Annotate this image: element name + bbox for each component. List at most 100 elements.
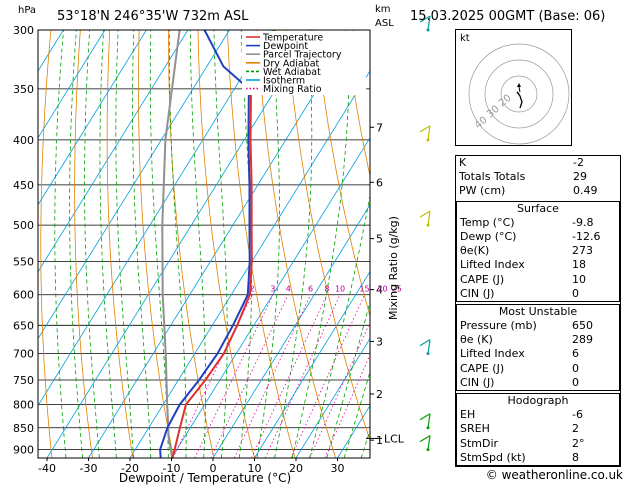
dry-adiabat-260 (106, 30, 134, 458)
hodograph-section: Hodograph EH -6 SREH 2 StmDir 2° StmSpd (kt… (456, 393, 620, 466)
x-axis-label: Dewpoint / Temperature (°C) (119, 471, 291, 485)
isotherm--10 (171, 137, 370, 458)
pressure-tick-label-550: 550 (13, 256, 34, 269)
km-tick-label-1: 1 (376, 434, 383, 447)
row-value: -6 (572, 408, 583, 422)
temperature-tick-label-0: 0 (210, 462, 217, 475)
table-row: θe (K) 289 (457, 333, 619, 347)
pressure-tick-label-800: 800 (13, 399, 34, 412)
row-label: Temp (°C) (460, 215, 515, 229)
row-value: 6 (572, 347, 579, 361)
legend-label-1: Dewpoint (263, 41, 308, 52)
datetime-title: 15.03.2025 00GMT (Base: 06) (410, 9, 605, 24)
mixing-ratio-line-25 (324, 353, 370, 458)
row-label: CAPE (J) (460, 272, 505, 286)
legend-label-3: Dry Adiabat (263, 58, 320, 69)
mixing-ratio-line-4 (210, 294, 289, 458)
height-axis: 7 6 5 4 3 2 1 LCL (366, 121, 405, 447)
wind-barb-dot-4 (426, 426, 430, 430)
wet-adiabat--10 (132, 30, 152, 458)
table-row: Temp (°C) -9.8 (457, 216, 619, 230)
temperature-tick-label-30: 30 (331, 462, 345, 475)
wet-adiabat-2 (189, 30, 206, 458)
temperature-tick-label--10: -10 (163, 462, 181, 475)
legend-label-4: Wet Adiabat (263, 67, 321, 78)
wind-barb-dot-2 (426, 223, 430, 227)
row-value: 0 (572, 375, 579, 389)
mixing-ratio-label-20: 20 (377, 285, 387, 294)
index-value: 29 (573, 170, 587, 184)
hodograph-panel: kt 40 30 20 (455, 29, 572, 146)
table-row: Totals Totals 29 (456, 170, 620, 184)
isotherm-20 (295, 337, 370, 458)
temperature-tick-label-20: 20 (289, 462, 303, 475)
row-label: Lifted Index (460, 347, 525, 361)
mixing-ratio-axis-label: Mixing Ratio (g/kg) (387, 216, 400, 320)
plot-frame (37, 29, 371, 459)
table-row: CIN (J) 0 (457, 287, 619, 301)
row-value: 0 (572, 286, 579, 300)
row-value: -12.6 (572, 229, 601, 243)
index-label: Totals Totals (459, 170, 526, 184)
km-tick-label-7: 7 (376, 121, 383, 134)
wet-adiabat--6 (149, 30, 169, 458)
hodograph-ring-30 (484, 59, 554, 129)
pressure-tick-label-650: 650 (13, 319, 34, 332)
copyright-text: © weatheronline.co.uk (485, 468, 623, 482)
temperature-tick-label-10: 10 (248, 462, 262, 475)
wind-barb-staff-2 (427, 211, 431, 226)
mixing-ratio-line-15 (290, 294, 365, 458)
section-title: Surface (517, 201, 559, 215)
row-label: Pressure (mb) (460, 319, 537, 333)
dry-adiabat-340 (344, 30, 370, 178)
isotherm-0 (212, 204, 370, 458)
wind-barb-flag-0 (419, 15, 431, 23)
km-tick-label-6: 6 (376, 176, 383, 189)
mixing-ratio-labels: 2 3 4 6 8 10 15 20 25 (250, 285, 402, 294)
isotherm--90 (38, 30, 106, 139)
pressure-tick-label-750: 750 (13, 374, 34, 387)
row-label: Lifted Index (460, 258, 525, 272)
dry-adiabat-310 (256, 30, 336, 458)
pressure-tick-label-300: 300 (13, 24, 34, 37)
wet-adiabat--30 (54, 30, 67, 458)
indices-table: K -2 Totals Totals 29 PW (cm) 0.49 Surface … (455, 155, 621, 467)
row-label: θe (K) (460, 333, 493, 347)
legend-label-5: Isotherm (263, 76, 305, 87)
pressure-tick-label-350: 350 (13, 83, 34, 96)
dry-adiabat-270 (138, 30, 174, 458)
table-row: CIN (J) 0 (457, 376, 619, 390)
table-row: PW (cm) 0.49 (456, 184, 620, 198)
row-value: 8 (572, 450, 579, 464)
row-label: θe(K) (460, 244, 490, 258)
table-row: Pressure (mb) 650 (457, 319, 619, 333)
dry-adiabat-330 (315, 30, 370, 318)
isotherm--80 (38, 30, 147, 206)
row-label: EH (460, 408, 476, 422)
table-row: SREH 2 (457, 422, 619, 436)
wind-barb-flag-1 (419, 125, 431, 133)
wind-barb-staff-1 (427, 125, 431, 140)
wind-barb-staff-5 (427, 435, 431, 450)
location-title: 53°18'N 246°35'W 732m ASL (57, 9, 249, 24)
index-value: -2 (573, 156, 584, 169)
row-value: 0 (572, 361, 579, 375)
legend-label-6: Mixing Ratio (263, 84, 322, 95)
table-row: Lifted Index 6 (457, 347, 619, 361)
wind-barb-dot-3 (426, 352, 430, 356)
hodograph-plot: kt 40 30 20 (460, 33, 570, 145)
row-label: CIN (J) (460, 375, 495, 389)
wet-adiabat-26 (309, 193, 370, 458)
isotherm--60 (38, 30, 230, 340)
mixing-ratio-line-10 (264, 294, 341, 458)
mixing-ratio-line-3 (194, 294, 274, 458)
pressure-tick-label-500: 500 (13, 219, 34, 232)
km-tick-label-4: 4 (376, 284, 383, 297)
table-row: CAPE (J) 0 (457, 362, 619, 376)
row-label: CIN (J) (460, 286, 495, 300)
dry-adiabat-300 (227, 30, 296, 458)
row-label: StmSpd (kt) (460, 450, 526, 464)
wind-barbs (419, 15, 431, 452)
wet-adiabat--26 (69, 30, 83, 458)
